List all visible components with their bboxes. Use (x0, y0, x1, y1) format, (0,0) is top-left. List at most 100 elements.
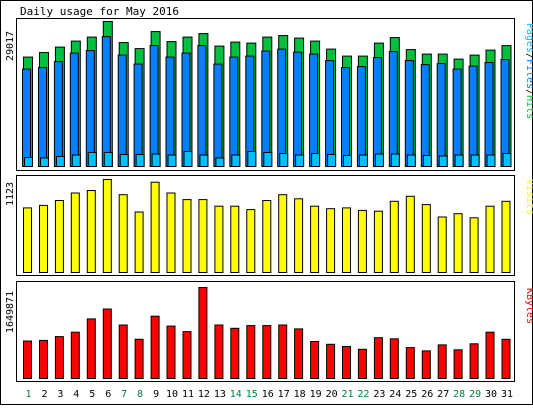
pages-bar (486, 154, 496, 167)
visits-bar (453, 213, 463, 273)
files-bar (117, 54, 127, 167)
visits-bar (39, 204, 48, 273)
pages-bar (295, 154, 305, 167)
visits-bar (150, 181, 160, 273)
visits-bar (134, 211, 144, 273)
pages-bar (358, 154, 368, 167)
pages-bar (263, 152, 273, 167)
pages-bar (454, 154, 464, 167)
files-bar (452, 68, 462, 167)
day-label: 17 (278, 389, 290, 400)
pages-bar (119, 154, 129, 167)
day-label: 6 (105, 389, 111, 400)
kbytes-bar (54, 336, 64, 380)
visits-bar (278, 194, 288, 273)
pages-bar (167, 154, 177, 167)
day-label: 4 (73, 389, 79, 400)
visits-bar (23, 207, 32, 273)
visits-bar (485, 205, 495, 273)
files-bar (197, 45, 207, 167)
kbytes-bar (405, 347, 415, 380)
kbytes-bar (118, 324, 128, 379)
day-label: 14 (230, 389, 242, 400)
chart-title: Daily usage for May 2016 (20, 5, 179, 18)
visits-bar (86, 190, 96, 273)
day-label: 28 (453, 389, 465, 400)
day-label: 27 (437, 389, 449, 400)
bottom-panel-max-label: 1649871 (5, 291, 16, 333)
files-bar (38, 67, 47, 167)
top-panel-bars (22, 21, 512, 167)
visits-bar (182, 199, 192, 274)
pages-bar (71, 154, 81, 167)
pages-bar (406, 154, 416, 167)
kbytes-bar (326, 343, 336, 379)
day-label: 12 (198, 389, 210, 400)
files-bar (500, 59, 510, 167)
top-panel-legend: Pages/Files/Hits (524, 23, 533, 119)
kbytes-bar (166, 325, 176, 380)
day-label: 20 (326, 389, 338, 400)
files-bar (133, 63, 143, 167)
pages-bar (374, 153, 384, 167)
kbytes-bar (39, 339, 48, 379)
kbytes-bar (373, 337, 383, 380)
kbytes-bar (421, 350, 431, 379)
day-labels: 1 2 3 4 5 6 7 8 9 10 11 12 13 14 15 16 17 18 19 20 21 22 23 24 2… (25, 389, 513, 400)
visits-bar (326, 208, 336, 273)
day-label: 21 (341, 389, 353, 400)
files-bar (149, 45, 159, 167)
pages-bar (247, 151, 257, 167)
kbytes-bar (501, 338, 511, 379)
files-bar (85, 50, 95, 167)
legend-separator: / (524, 53, 533, 59)
files-bar (229, 56, 239, 167)
visits-bar (294, 198, 304, 273)
pages-bar (422, 155, 432, 167)
pages-bar (231, 154, 241, 167)
pages-bar (343, 155, 352, 167)
visits-bar (310, 205, 320, 273)
legend-files: Files (524, 59, 533, 89)
day-label: 9 (153, 389, 159, 400)
files-bar (372, 57, 382, 167)
files-bar (309, 53, 319, 167)
visits-bar (198, 199, 208, 274)
kbytes-bar (214, 324, 224, 379)
files-bar (468, 65, 478, 167)
pages-bar (183, 151, 193, 167)
kbytes-bar (230, 327, 240, 379)
files-bar (181, 52, 191, 167)
pages-bar (438, 155, 448, 167)
kbytes-bar (70, 331, 80, 380)
day-label: 7 (121, 389, 127, 400)
visits-bar (437, 216, 447, 273)
files-bar (404, 60, 414, 167)
kbytes-bar (453, 349, 463, 379)
pages-bar (24, 157, 33, 167)
files-bar (69, 52, 79, 167)
kbytes-bar (182, 331, 192, 380)
day-label: 26 (421, 389, 433, 400)
visits-bar (54, 200, 64, 273)
files-bar (341, 67, 350, 167)
day-label: 13 (214, 389, 226, 400)
day-label: 5 (89, 389, 95, 400)
pages-bar (327, 154, 337, 167)
day-label: 23 (373, 389, 385, 400)
day-label: 31 (501, 389, 513, 400)
visits-bar (373, 210, 383, 273)
legend-pages: Pages (524, 23, 533, 53)
day-label: 16 (262, 389, 274, 400)
visits-bar (501, 200, 511, 273)
pages-bar (215, 157, 225, 167)
kbytes-bar (342, 346, 351, 379)
visits-bar (469, 217, 479, 274)
legend-separator: / (524, 89, 533, 95)
kbytes-bar (278, 324, 288, 379)
kbytes-bar (310, 341, 320, 379)
middle-panel-legend: Visits (524, 179, 533, 215)
top-panel-max-label: 29017 (5, 31, 16, 61)
legend-hits: Hits (524, 95, 533, 119)
